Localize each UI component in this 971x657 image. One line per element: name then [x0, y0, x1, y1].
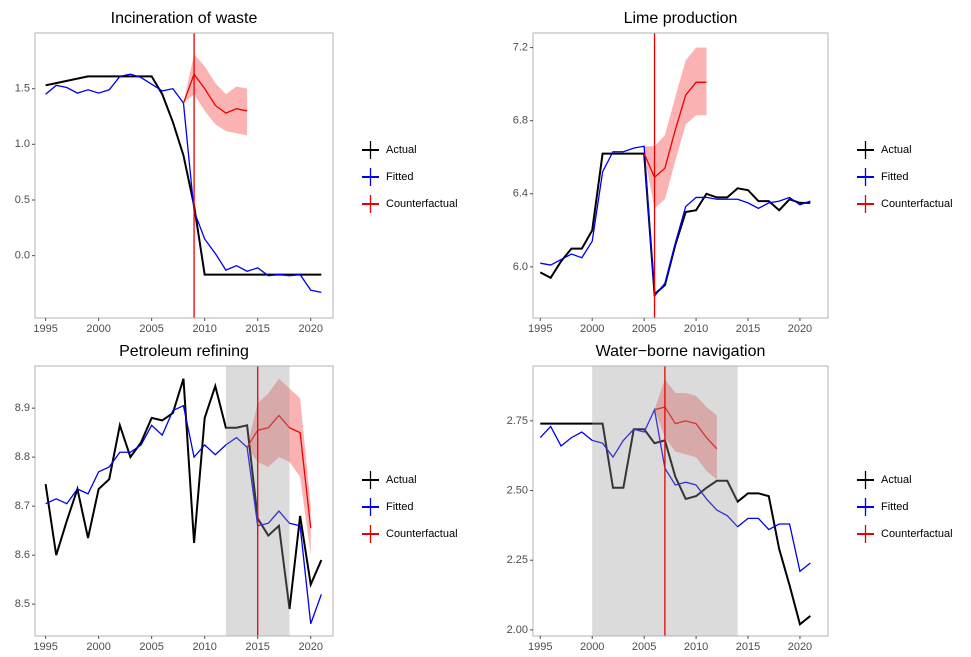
- x-tick-label: 2000: [86, 323, 110, 335]
- x-tick-label: 2000: [580, 641, 604, 653]
- legend-label: Actual: [386, 144, 417, 156]
- panel-border: [34, 365, 334, 637]
- legend-label: Counterfactual: [386, 528, 458, 540]
- confidence-band: [696, 47, 707, 116]
- panel-border: [34, 32, 334, 319]
- confidence-band: [194, 54, 205, 111]
- series-line: [539, 407, 811, 573]
- y-tick-label: 8.5: [15, 598, 30, 610]
- x-tick-label: 2010: [192, 323, 216, 335]
- x-tick-label: 2010: [684, 641, 708, 653]
- legend-label: Fitted: [386, 171, 414, 183]
- confidence-band: [685, 393, 697, 458]
- x-tick-label: 2015: [245, 641, 269, 653]
- x-tick-label: 2000: [580, 323, 604, 335]
- y-tick-label: 8.9: [15, 402, 30, 414]
- x-tick-label: 1995: [528, 323, 552, 335]
- confidence-band: [289, 388, 301, 477]
- y-tick-label: 7.2: [513, 42, 528, 54]
- confidence-band: [225, 86, 237, 134]
- plot-area: [539, 366, 811, 636]
- x-tick-label: 2010: [684, 323, 708, 335]
- series-line: [540, 145, 811, 298]
- x-tick-label: 1995: [528, 641, 552, 653]
- x-tick-label: 2020: [788, 323, 812, 335]
- x-tick-label: 1995: [33, 323, 57, 335]
- y-tick-label: 8.7: [15, 500, 30, 512]
- confidence-band: [644, 146, 655, 209]
- series-line: [44, 378, 323, 610]
- y-tick-label: 0.5: [15, 194, 30, 206]
- x-tick-label: 2005: [139, 641, 163, 653]
- y-tick-label: 6.0: [513, 261, 528, 273]
- panel-title: Incineration of waste: [111, 10, 258, 27]
- legend-label: Fitted: [881, 501, 909, 513]
- y-tick-label: 2.25: [507, 554, 528, 566]
- x-tick-label: 2015: [736, 323, 760, 335]
- x-tick-label: 2000: [86, 641, 110, 653]
- x-tick-label: 1995: [33, 641, 57, 653]
- x-tick-label: 2020: [298, 323, 322, 335]
- confidence-band: [654, 135, 665, 209]
- confidence-band: [257, 393, 269, 467]
- plot-area: [539, 33, 811, 318]
- legend-label: Counterfactual: [386, 198, 458, 210]
- panel-background: [533, 33, 828, 318]
- panel-border: [532, 365, 829, 637]
- panel-background: [35, 33, 333, 318]
- legend-label: Actual: [386, 474, 417, 486]
- y-tick-label: 2.50: [507, 484, 528, 496]
- plot-area: [45, 33, 322, 318]
- panel-border: [532, 32, 829, 319]
- x-tick-label: 2020: [788, 641, 812, 653]
- panel-title: Lime production: [624, 10, 738, 27]
- confidence-band: [204, 66, 216, 125]
- confidence-band: [215, 83, 226, 131]
- legend-label: Fitted: [881, 171, 909, 183]
- panel-background: [533, 366, 828, 636]
- confidence-band: [268, 378, 279, 467]
- x-tick-label: 2015: [245, 323, 269, 335]
- confidence-band: [696, 395, 707, 472]
- panel-title: Water−borne navigation: [596, 343, 766, 360]
- series-line: [45, 404, 322, 624]
- confidence-band: [236, 86, 248, 136]
- y-tick-label: 1.5: [15, 83, 30, 95]
- legend-label: Counterfactual: [881, 528, 953, 540]
- y-tick-label: 2.75: [507, 415, 528, 427]
- y-tick-label: 1.0: [15, 138, 30, 150]
- x-tick-label: 2005: [632, 323, 656, 335]
- x-tick-label: 2020: [298, 641, 322, 653]
- plot-area: [44, 366, 323, 636]
- confidence-band: [675, 393, 686, 455]
- y-tick-label: 8.6: [15, 549, 30, 561]
- x-tick-label: 2015: [736, 641, 760, 653]
- x-tick-label: 2005: [139, 323, 163, 335]
- confidence-band: [278, 378, 290, 463]
- y-tick-label: 2.00: [507, 624, 528, 636]
- legend-label: Actual: [881, 144, 912, 156]
- x-tick-label: 2010: [192, 641, 216, 653]
- y-tick-label: 6.4: [513, 188, 528, 200]
- legend-label: Fitted: [386, 501, 414, 513]
- x-tick-label: 2005: [632, 641, 656, 653]
- panel-title: Petroleum refining: [119, 343, 249, 360]
- legend-label: Counterfactual: [881, 198, 953, 210]
- y-tick-label: 6.8: [513, 115, 528, 127]
- series-line: [540, 422, 811, 627]
- legend-label: Actual: [881, 474, 912, 486]
- confidence-band: [685, 47, 697, 125]
- y-tick-label: 0.0: [15, 250, 30, 262]
- confidence-band: [183, 54, 195, 104]
- y-tick-label: 8.8: [15, 451, 30, 463]
